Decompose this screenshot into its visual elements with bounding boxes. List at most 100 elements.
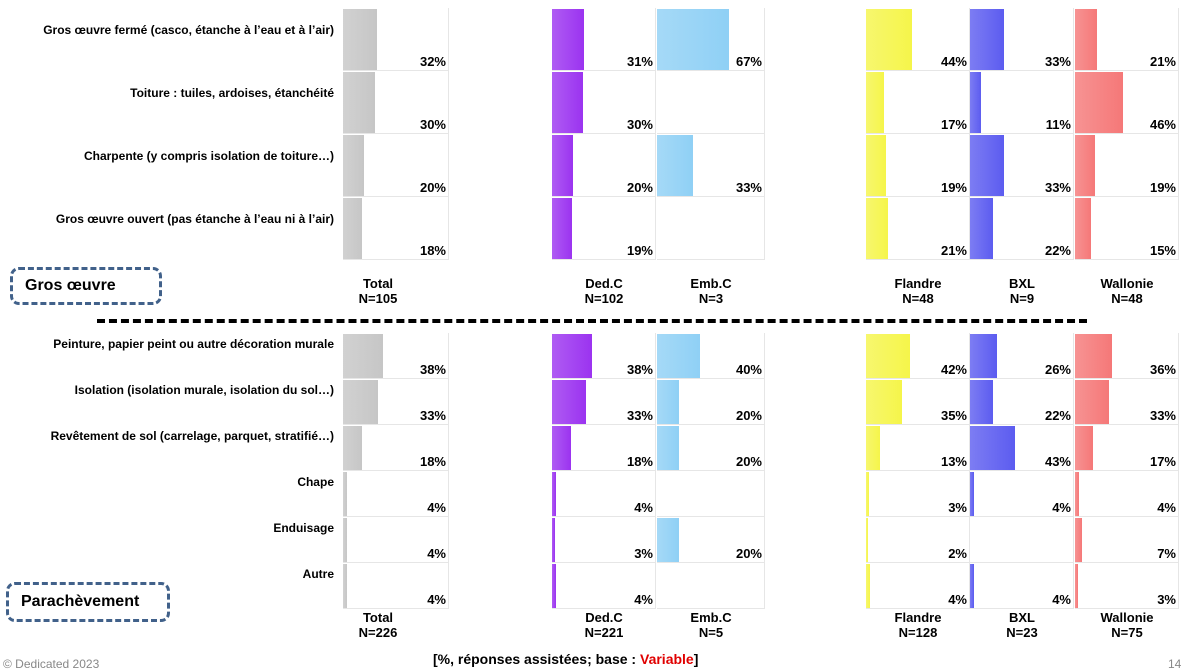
category-label: Enduisage — [273, 521, 334, 535]
series-n: N=5 — [698, 625, 724, 640]
value-label: 4% — [427, 500, 446, 515]
series-n: N=105 — [358, 291, 398, 306]
grid-cell — [866, 333, 970, 379]
bar-bxl — [970, 472, 975, 516]
value-label: 33% — [1149, 408, 1176, 423]
bar-wallonie — [1075, 72, 1123, 133]
bar-bxl — [970, 9, 1005, 70]
grid-cell — [1075, 471, 1179, 517]
bar-wallonie — [1075, 380, 1110, 424]
grid-cell — [552, 134, 656, 197]
value-label: 20% — [735, 408, 762, 423]
value-label: 4% — [1052, 500, 1071, 515]
grid-cell — [343, 425, 449, 471]
grid-cell — [866, 563, 970, 609]
copyright: © Dedicated 2023 — [3, 657, 100, 671]
value-label: 33% — [735, 180, 762, 195]
grid-cell — [1075, 333, 1179, 379]
bar-dedc — [552, 380, 587, 424]
grid-cell — [552, 379, 656, 425]
grid-cell — [657, 471, 765, 517]
series-n: N=23 — [1006, 625, 1038, 640]
bar-flandre — [866, 472, 870, 516]
value-label: 3% — [634, 546, 653, 561]
value-label: 38% — [626, 362, 653, 377]
series-name: Flandre — [894, 610, 942, 625]
bar-total — [343, 334, 384, 378]
bar-total — [343, 472, 348, 516]
bar-dedc — [552, 564, 557, 608]
bar-dedc — [552, 334, 592, 378]
value-label: 18% — [626, 454, 653, 469]
value-label: 38% — [419, 362, 446, 377]
grid-cell — [343, 71, 449, 134]
grid-cell — [970, 8, 1074, 71]
category-label: Isolation (isolation murale, isolation d… — [74, 383, 334, 397]
category-label: Peinture, papier peint ou autre décorati… — [53, 337, 334, 351]
grid-cell — [970, 333, 1074, 379]
series-n: N=221 — [584, 625, 624, 640]
category-label: Gros œuvre ouvert (pas étanche à l’eau n… — [55, 212, 334, 226]
series-name: Wallonie — [1100, 276, 1154, 291]
column-header: Flandre N=48 — [873, 276, 963, 306]
series-n: N=226 — [358, 625, 398, 640]
bar-bxl — [970, 426, 1015, 470]
bar-flandre — [866, 380, 903, 424]
column-header: Emb.C N=5 — [666, 610, 756, 640]
grid-cell — [866, 71, 970, 134]
value-label: 20% — [626, 180, 653, 195]
bar-embc — [657, 426, 679, 470]
bar-total — [343, 135, 365, 196]
bar-total — [343, 426, 363, 470]
grid-cell — [1075, 197, 1179, 260]
value-label: 17% — [1149, 454, 1176, 469]
grid-cell — [866, 471, 970, 517]
category-label: Toiture : tuiles, ardoises, étanchéité — [130, 86, 334, 100]
grid-cell — [970, 71, 1074, 134]
value-label: 31% — [626, 54, 653, 69]
bar-total — [343, 380, 378, 424]
value-label: 67% — [735, 54, 762, 69]
bar-flandre — [866, 9, 912, 70]
grid-cell — [970, 425, 1074, 471]
bar-wallonie — [1075, 334, 1113, 378]
grid-cell — [552, 197, 656, 260]
bar-bxl — [970, 72, 982, 133]
grid-cell — [1075, 8, 1179, 71]
value-label: 15% — [1149, 243, 1176, 258]
column-header: Total N=105 — [333, 276, 423, 306]
bar-wallonie — [1075, 198, 1091, 259]
value-label: 32% — [419, 54, 446, 69]
grid-cell — [1075, 425, 1179, 471]
grid-cell — [866, 8, 970, 71]
bar-wallonie — [1075, 564, 1079, 608]
bar-flandre — [866, 72, 884, 133]
column-header: Ded.C N=102 — [559, 276, 649, 306]
column-header: BXL N=9 — [977, 276, 1067, 306]
bar-embc — [657, 135, 693, 196]
value-label: 33% — [1044, 180, 1071, 195]
grid-cell — [657, 8, 765, 71]
bar-wallonie — [1075, 426, 1093, 470]
bar-dedc — [552, 9, 585, 70]
value-label: 11% — [1045, 117, 1071, 132]
value-label: 4% — [634, 500, 653, 515]
series-name: Total — [362, 610, 394, 625]
grid-cell — [970, 379, 1074, 425]
column-header: Total N=226 — [333, 610, 423, 640]
value-label: 4% — [427, 592, 446, 607]
grid-cell — [552, 471, 656, 517]
grid-cell — [552, 563, 656, 609]
value-label: 30% — [419, 117, 446, 132]
category-label: Gros œuvre fermé (casco, étanche à l’eau… — [43, 23, 334, 37]
grid-cell — [343, 197, 449, 260]
bar-bxl — [970, 564, 975, 608]
series-name: Ded.C — [585, 276, 623, 291]
series-name: BXL — [1009, 276, 1035, 291]
series-n: N=128 — [898, 625, 938, 640]
value-label: 4% — [634, 592, 653, 607]
grid-cell — [1075, 517, 1179, 563]
series-n: N=9 — [1009, 291, 1035, 306]
bar-total — [343, 564, 348, 608]
column-header: Wallonie N=75 — [1082, 610, 1172, 640]
